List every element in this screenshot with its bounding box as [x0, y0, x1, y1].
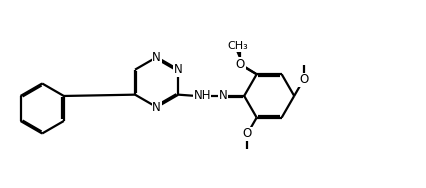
- Text: CH₃: CH₃: [227, 41, 248, 51]
- Text: O: O: [299, 73, 308, 86]
- Text: N: N: [219, 89, 228, 102]
- Text: N: N: [153, 51, 161, 64]
- Text: NH: NH: [193, 89, 211, 102]
- Text: O: O: [236, 58, 246, 71]
- Text: O: O: [243, 127, 252, 140]
- Text: O: O: [236, 58, 245, 71]
- Text: N: N: [153, 101, 161, 114]
- Text: N: N: [174, 63, 183, 76]
